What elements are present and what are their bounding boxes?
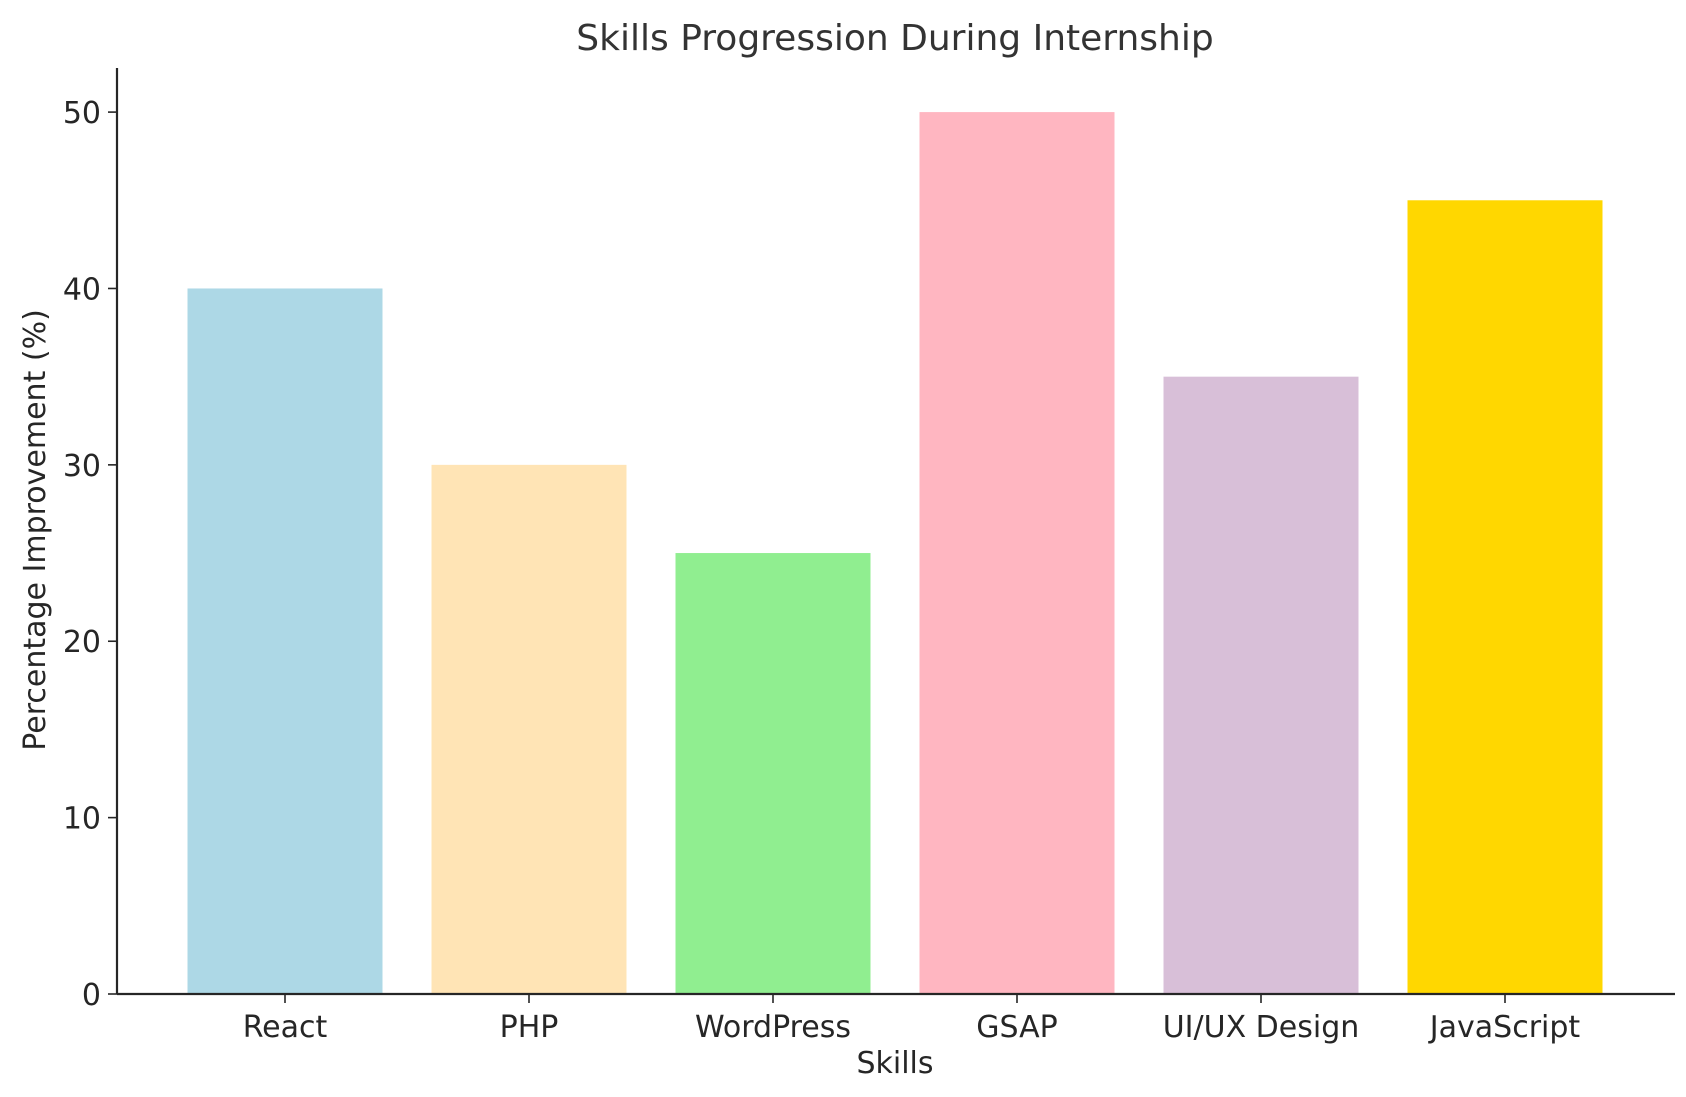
y-tick-label-10: 10 [63, 802, 101, 837]
y-tick-label-0: 0 [82, 978, 101, 1013]
bar-gsap [919, 112, 1115, 995]
y-axis-ticks: 0 10 20 30 40 50 [63, 96, 117, 1013]
y-tick-label-20: 20 [63, 625, 101, 660]
x-tick-label-gsap: GSAP [976, 1010, 1057, 1045]
x-axis-ticks: React PHP WordPress GSAP UI/UX Design JavaScr… [243, 994, 1581, 1045]
x-tick-label-react: React [243, 1010, 328, 1045]
bar-react [187, 288, 383, 994]
x-tick-label-php: PHP [500, 1010, 559, 1045]
x-tick-label-ui-ux-design: UI/UX Design [1163, 1010, 1360, 1045]
chart-title: Skills Progression During Internship [576, 18, 1213, 59]
y-axis-label: Percentage Improvement (%) [18, 309, 53, 751]
bar-ui-ux-design [1163, 376, 1359, 995]
bar-wordpress [675, 553, 871, 994]
y-tick-label-50: 50 [63, 96, 101, 131]
bar-php [431, 464, 627, 994]
y-tick-label-30: 30 [63, 449, 101, 484]
y-tick-label-40: 40 [63, 272, 101, 307]
bar-javascript [1407, 200, 1603, 995]
bars-layer [187, 112, 1603, 995]
x-tick-label-javascript: JavaScript [1428, 1010, 1581, 1045]
x-tick-label-wordpress: WordPress [695, 1010, 851, 1045]
x-axis-label: Skills [856, 1046, 933, 1081]
